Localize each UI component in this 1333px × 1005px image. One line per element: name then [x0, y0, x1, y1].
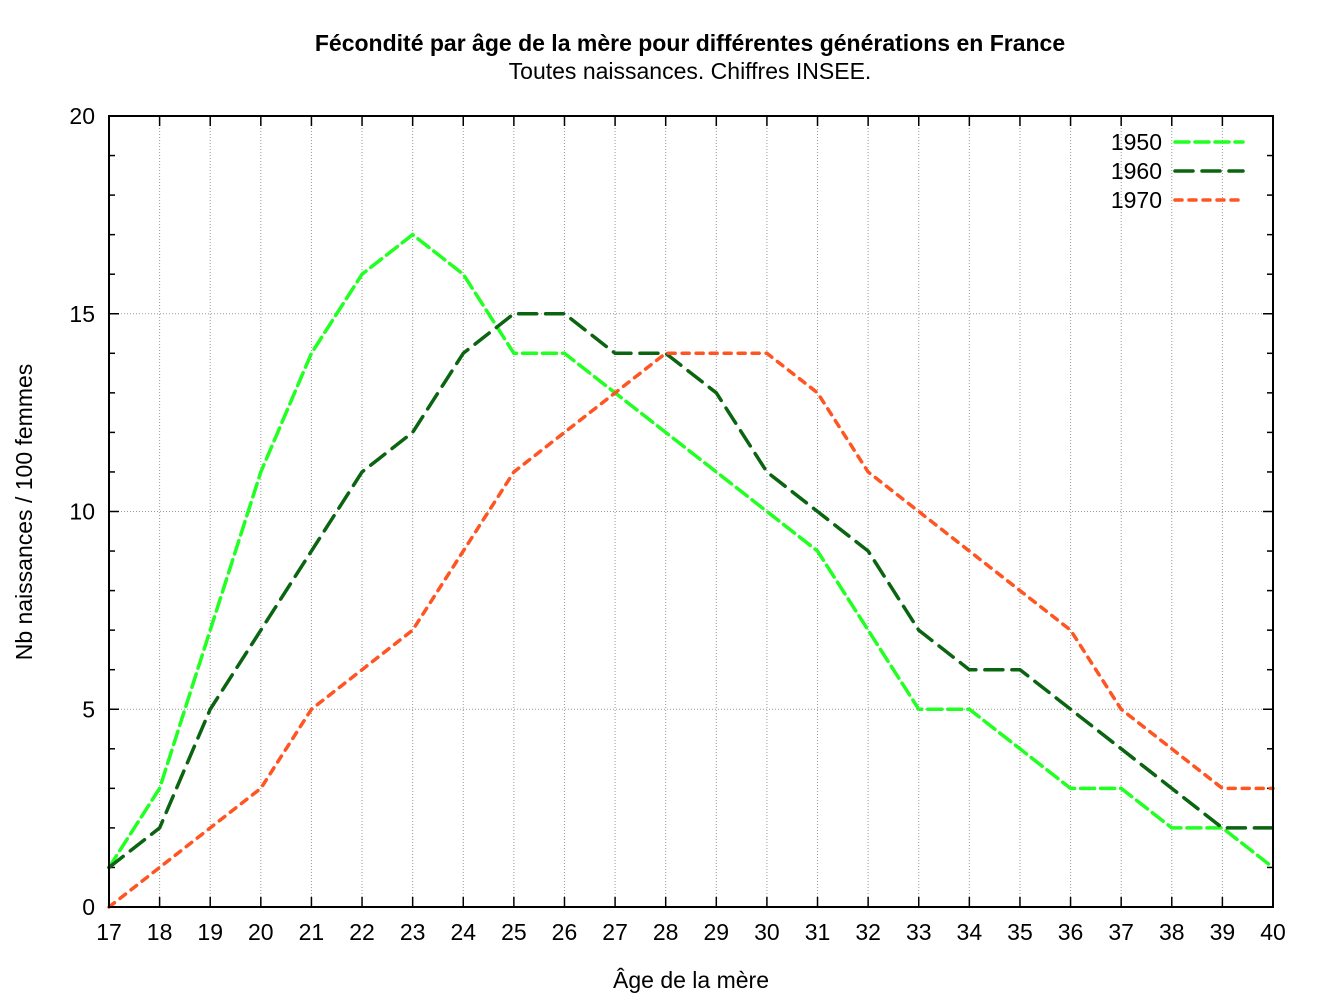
series-line-1960 — [107, 312, 1275, 870]
x-tick-label: 21 — [299, 919, 325, 945]
series-line-1950 — [107, 232, 1275, 870]
chart-title: Fécondité par âge de la mère pour différ… — [315, 30, 1065, 56]
legend: 1950 1960 1970 — [1111, 129, 1245, 213]
axis-ticks: 17 18 19 20 21 22 23 24 25 26 27 28 29 30 31 32 33 34 35 36… — [69, 103, 1285, 945]
x-tick-label: 20 — [248, 919, 274, 945]
x-tick-label: 37 — [1108, 919, 1134, 945]
series-line-1970 — [107, 351, 1275, 909]
x-tick-label: 31 — [805, 919, 831, 945]
x-tick-label: 40 — [1260, 919, 1286, 945]
y-tick-label: 5 — [82, 696, 95, 722]
x-tick-label: 23 — [400, 919, 426, 945]
x-tick-label: 38 — [1159, 919, 1185, 945]
x-tick-label: 28 — [653, 919, 679, 945]
grid — [108, 115, 1274, 908]
x-tick-label: 26 — [552, 919, 578, 945]
x-tick-label: 36 — [1058, 919, 1084, 945]
legend-label: 1970 — [1111, 187, 1162, 213]
x-tick-label: 18 — [147, 919, 173, 945]
y-tick-label: 20 — [69, 103, 95, 129]
x-tick-label: 29 — [704, 919, 730, 945]
x-tick-label: 27 — [602, 919, 628, 945]
y-tick-label: 10 — [69, 499, 95, 525]
plot-frame — [108, 115, 1274, 908]
x-tick-label: 22 — [349, 919, 375, 945]
x-tick-label: 30 — [754, 919, 780, 945]
x-tick-label: 24 — [450, 919, 476, 945]
x-tick-label: 19 — [197, 919, 223, 945]
y-tick-label: 0 — [82, 894, 95, 920]
x-tick-label: 33 — [906, 919, 932, 945]
x-tick-label: 34 — [957, 919, 983, 945]
legend-label: 1960 — [1111, 158, 1162, 184]
x-tick-label: 39 — [1210, 919, 1236, 945]
chart-subtitle: Toutes naissances. Chiffres INSEE. — [509, 58, 872, 84]
x-tick-label: 35 — [1007, 919, 1033, 945]
series-lines — [107, 232, 1275, 909]
y-tick-label: 15 — [69, 301, 95, 327]
x-tick-label: 17 — [96, 919, 122, 945]
x-tick-label: 25 — [501, 919, 527, 945]
x-axis-label: Âge de la mère — [613, 967, 769, 993]
y-axis-label: Nb naissances / 100 femmes — [11, 364, 37, 661]
x-tick-label: 32 — [855, 919, 881, 945]
legend-label: 1950 — [1111, 129, 1162, 155]
